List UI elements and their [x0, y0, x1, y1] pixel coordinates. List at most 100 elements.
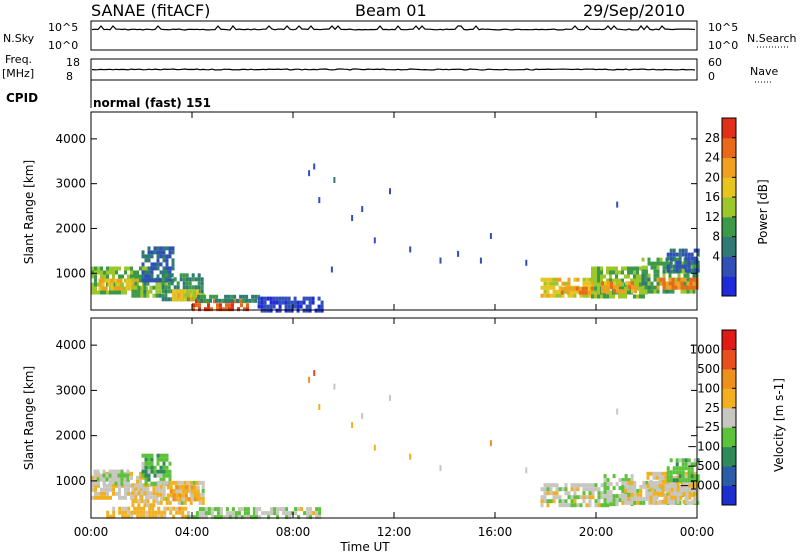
colorbar-segment — [722, 485, 736, 506]
data-cell — [669, 458, 673, 463]
data-cell — [693, 260, 697, 265]
data-cell — [236, 298, 240, 303]
data-cell — [669, 260, 673, 265]
data-cell — [649, 471, 653, 476]
data-cell — [658, 491, 662, 496]
data-point — [409, 246, 412, 253]
data-cell — [168, 477, 172, 482]
data-point — [330, 266, 333, 273]
data-cell — [609, 482, 613, 487]
colorbar-tick-label: 16 — [705, 190, 720, 204]
data-cell — [150, 465, 154, 470]
data-cell — [688, 495, 692, 500]
data-cell — [687, 462, 691, 467]
data-cell — [612, 498, 616, 503]
data-cell — [619, 281, 622, 286]
data-cell — [162, 473, 166, 478]
data-cell — [552, 293, 556, 298]
data-cell — [681, 458, 685, 463]
data-cell — [231, 507, 235, 512]
data-cell — [91, 270, 94, 275]
data-cell — [147, 473, 151, 478]
data-cell — [572, 286, 576, 291]
data-cell — [96, 477, 100, 482]
data-cell — [263, 300, 267, 305]
data-cell — [126, 473, 130, 478]
data-cell — [585, 495, 589, 500]
data-cell — [576, 495, 580, 500]
data-cell — [633, 488, 637, 493]
data-cell — [201, 500, 205, 505]
data-cell — [185, 281, 189, 286]
data-cell — [177, 500, 181, 505]
data-cell — [696, 458, 700, 463]
data-cell — [677, 281, 681, 286]
data-cell — [631, 285, 634, 290]
data-cell — [591, 495, 595, 500]
colorbar-tick-label: 100 — [697, 381, 720, 395]
data-cell — [200, 289, 204, 294]
data-cell — [285, 507, 289, 512]
data-cell — [164, 273, 168, 278]
data-cell — [658, 471, 662, 476]
data-cell — [624, 274, 627, 279]
data-cell — [687, 500, 691, 505]
data-cell — [252, 511, 256, 516]
data-cell — [607, 285, 610, 290]
data-cell — [143, 293, 147, 298]
data-cell — [198, 307, 201, 312]
data-cell — [161, 277, 165, 282]
data-cell — [155, 293, 159, 298]
data-cell — [633, 496, 637, 501]
data-cell — [157, 514, 161, 519]
data-cell — [646, 483, 650, 488]
data-cell — [694, 499, 698, 504]
data-cell — [656, 289, 660, 294]
data-cell — [543, 289, 547, 294]
data-cell — [173, 277, 177, 282]
data-cell — [680, 277, 684, 282]
data-cell — [692, 273, 696, 278]
data-cell — [607, 289, 610, 294]
data-cell — [172, 514, 176, 519]
data-cell — [234, 299, 237, 304]
data-cell — [630, 270, 633, 275]
data-cell — [190, 497, 194, 502]
data-cell — [649, 491, 653, 496]
data-cell — [118, 290, 121, 295]
data-cell — [684, 466, 688, 471]
data-cell — [546, 491, 550, 496]
data-cell — [594, 274, 597, 279]
data-cell — [93, 473, 97, 478]
data-cell — [140, 289, 144, 294]
data-cell — [618, 286, 621, 291]
data-cell — [133, 510, 137, 515]
data-cell — [549, 487, 553, 492]
data-cell — [693, 458, 697, 463]
data-cell — [141, 469, 145, 474]
data-cell — [159, 262, 163, 267]
data-point — [616, 201, 619, 208]
data-cell — [254, 298, 258, 303]
data-cell — [124, 278, 127, 283]
data-cell — [649, 479, 653, 484]
data-cell — [127, 479, 130, 484]
data-cell — [230, 294, 234, 299]
data-cell — [664, 479, 668, 484]
data-cell — [181, 485, 185, 490]
data-cell — [621, 484, 625, 489]
data-cell — [678, 252, 682, 257]
data-cell — [118, 495, 121, 500]
x-tick-label: 20:00 — [579, 525, 614, 539]
colorbar-segment — [722, 446, 736, 467]
nsky-frame — [90, 20, 698, 51]
data-cell — [139, 278, 142, 283]
data-cell — [621, 496, 625, 501]
data-cell — [646, 471, 650, 476]
data-cell — [114, 481, 118, 486]
data-cell — [603, 486, 607, 491]
data-cell — [594, 289, 598, 294]
data-cell — [308, 296, 312, 301]
data-cell — [136, 483, 139, 488]
